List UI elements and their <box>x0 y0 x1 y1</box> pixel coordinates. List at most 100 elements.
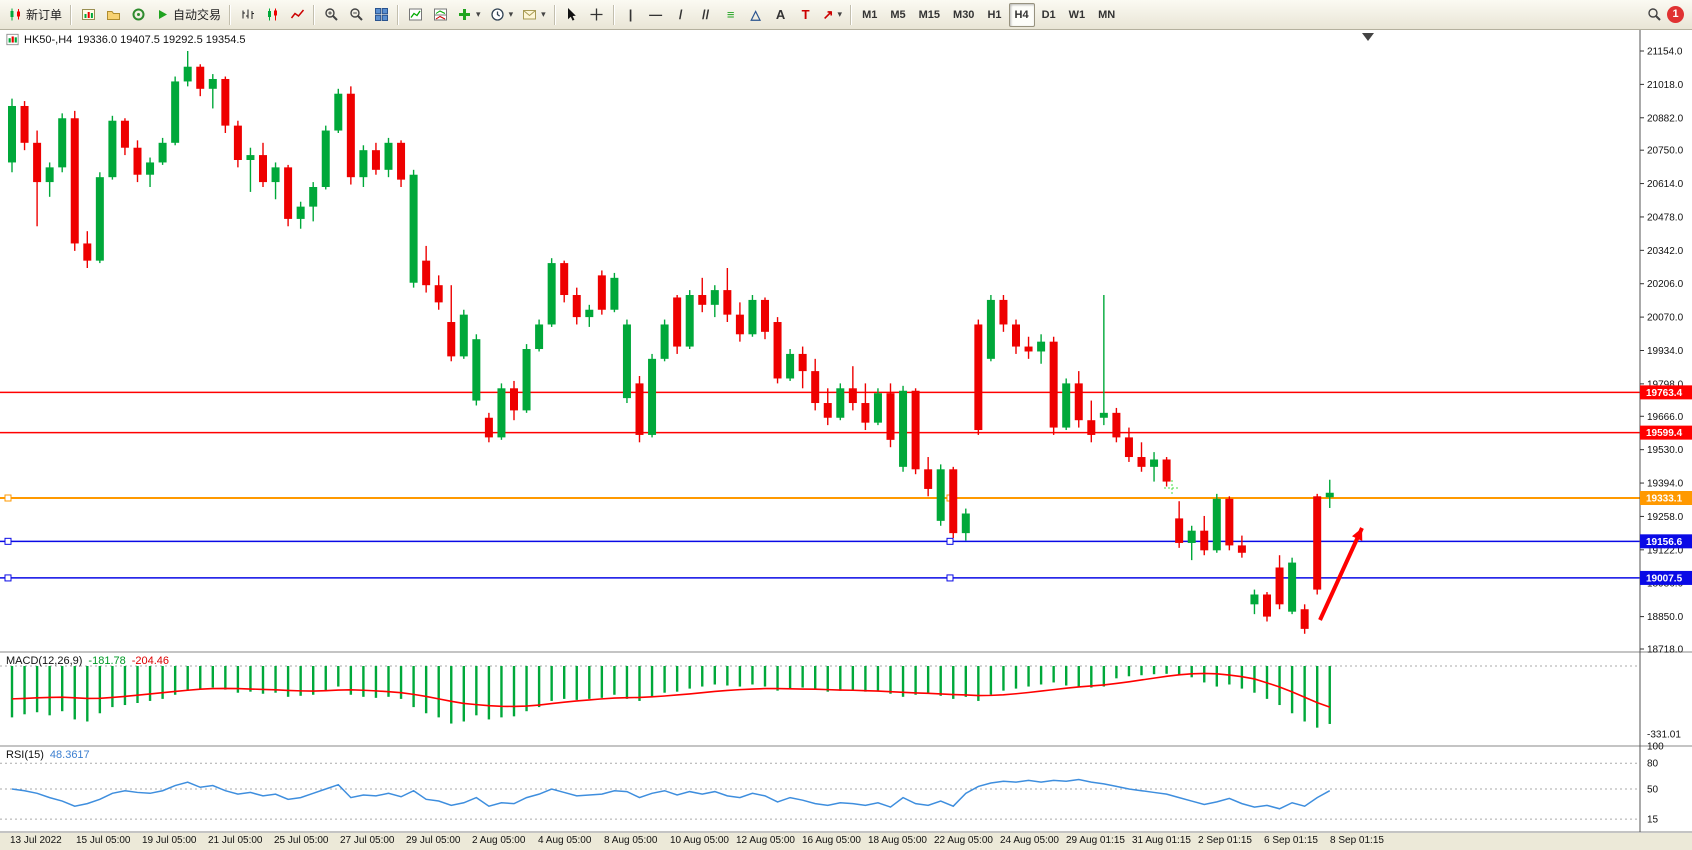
time-axis-label: 29 Aug 01:15 <box>1066 835 1125 846</box>
svg-text:19530.0: 19530.0 <box>1647 445 1684 456</box>
text-label-button[interactable]: T <box>794 3 818 27</box>
svg-text:19156.6: 19156.6 <box>1646 537 1683 548</box>
svg-text:-331.01: -331.01 <box>1647 730 1681 741</box>
price-axis[interactable]: 21154.0 21018.0 20882.0 20750.0 20614.0 20478… <box>1640 47 1692 656</box>
new-chart-button[interactable] <box>76 3 100 27</box>
horizontal-lines[interactable] <box>0 391 1640 582</box>
bar-chart-button[interactable] <box>235 3 259 27</box>
chart-symbol-period: HK50-,H4 <box>24 33 73 46</box>
svg-text:19333.1: 19333.1 <box>1646 494 1683 505</box>
svg-text:20750.0: 20750.0 <box>1647 146 1684 157</box>
time-axis-label: 19 Jul 05:00 <box>142 835 197 846</box>
trendline-button[interactable]: / <box>669 3 693 27</box>
new-chart-icon <box>81 9 95 20</box>
line-chart-icon <box>290 9 304 19</box>
text-label-icon: T <box>801 7 810 22</box>
candlesticks[interactable] <box>8 51 1334 634</box>
time-axis-label: 8 Sep 01:15 <box>1330 835 1384 846</box>
time-axis-label: 10 Aug 05:00 <box>670 835 729 846</box>
time-axis-label: 25 Jul 05:00 <box>274 835 329 846</box>
text-button[interactable]: A <box>769 3 793 27</box>
horizontal-line-icon: — <box>649 7 663 22</box>
svg-text:100: 100 <box>1647 742 1664 753</box>
toolbar-separator <box>313 4 316 25</box>
search-button[interactable] <box>1642 3 1666 27</box>
tf-label: M5 <box>890 8 906 21</box>
channel-icon: // <box>702 7 710 22</box>
svg-text:19763.4: 19763.4 <box>1646 388 1683 399</box>
arrow-annotation[interactable] <box>1318 527 1364 621</box>
macd-signal-value: -204.46 <box>131 655 170 667</box>
horizontal-line-button[interactable]: — <box>644 3 668 27</box>
vertical-line-button[interactable]: | <box>619 3 643 27</box>
tf-d1-button[interactable]: D1 <box>1036 3 1062 27</box>
bar-chart-icon <box>242 9 254 19</box>
svg-text:18718.0: 18718.0 <box>1647 645 1684 656</box>
indicator-windows-button[interactable] <box>428 3 452 27</box>
notifications-badge[interactable]: 1 <box>1667 6 1684 23</box>
tf-label: M30 <box>953 8 975 21</box>
chart-window-icon <box>6 33 19 46</box>
svg-text:19666.0: 19666.0 <box>1647 412 1684 423</box>
tile-windows-button[interactable] <box>369 3 393 27</box>
main-toolbar: 新订单 自动交易 <box>0 0 1692 30</box>
svg-text:20342.0: 20342.0 <box>1647 246 1684 257</box>
tf-m5-button[interactable]: M5 <box>884 3 911 27</box>
macd-label: MACD(12,26,9) -181.78 -204.46 <box>6 655 169 667</box>
svg-text:20614.0: 20614.0 <box>1647 179 1684 190</box>
time-axis-label: 29 Jul 05:00 <box>406 835 461 846</box>
arrows-button[interactable]: ↗ ▾ <box>819 3 846 27</box>
indicators-button[interactable] <box>403 3 427 27</box>
line-chart-button[interactable] <box>285 3 309 27</box>
data-window-button[interactable] <box>126 3 150 27</box>
time-axis-label: 4 Aug 05:00 <box>538 835 592 846</box>
tf-label: MN <box>1098 8 1116 21</box>
tf-mn-button[interactable]: MN <box>1092 3 1121 27</box>
new-order-button[interactable]: 新订单 <box>4 3 66 27</box>
fibonacci-icon: ≡ <box>726 7 735 22</box>
fibonacci-button[interactable]: ≡ <box>719 3 743 27</box>
tf-label: H1 <box>987 8 1002 21</box>
svg-text:19122.0: 19122.0 <box>1647 545 1684 556</box>
periods-button[interactable]: ▾ <box>486 3 518 27</box>
rsi-indicator: 100 80 50 15 <box>0 742 1664 826</box>
tf-h1-button[interactable]: H1 <box>981 3 1007 27</box>
tf-m15-button[interactable]: M15 <box>913 3 946 27</box>
time-axis-label: 8 Aug 05:00 <box>604 835 658 846</box>
toolbar-separator <box>612 4 615 25</box>
toolbar-separator <box>553 4 556 25</box>
svg-text:21018.0: 21018.0 <box>1647 80 1684 91</box>
profiles-button[interactable] <box>101 3 125 27</box>
tf-h4-button[interactable]: H4 <box>1008 2 1035 27</box>
toolbar-separator <box>850 4 853 25</box>
templates-button[interactable]: ▾ <box>518 3 550 27</box>
zoom-out-button[interactable] <box>344 3 368 27</box>
mail-template-icon <box>523 10 537 20</box>
channel-button[interactable]: // <box>694 3 718 27</box>
auto-trading-button[interactable]: 自动交易 <box>151 3 225 27</box>
toolbar-separator <box>229 4 232 25</box>
tf-w1-button[interactable]: W1 <box>1063 3 1092 27</box>
tf-m1-button[interactable]: M1 <box>856 3 883 27</box>
chart-header: HK50-,H4 19336.0 19407.5 19292.5 19354.5 <box>6 33 246 46</box>
add-indicator-button[interactable]: ▾ <box>453 3 485 27</box>
chart-shift-marker[interactable] <box>1362 33 1374 41</box>
zoom-in-icon <box>324 8 338 21</box>
cursor-button[interactable] <box>560 3 584 27</box>
time-axis-label: 27 Jul 05:00 <box>340 835 395 846</box>
time-axis-label: 2 Aug 05:00 <box>472 835 526 846</box>
shapes-button[interactable]: △ <box>744 3 768 27</box>
time-axis-label: 12 Aug 05:00 <box>736 835 795 846</box>
time-axis[interactable]: 13 Jul 2022 15 Jul 05:00 19 Jul 05:00 21 Ju… <box>0 833 1692 850</box>
time-axis-label: 6 Sep 01:15 <box>1264 835 1318 846</box>
search-icon <box>1647 8 1661 21</box>
tf-label: H4 <box>1014 8 1029 21</box>
tf-m30-button[interactable]: M30 <box>947 3 980 27</box>
zoom-in-button[interactable] <box>319 3 343 27</box>
svg-text:19394.0: 19394.0 <box>1647 479 1684 490</box>
zoom-out-icon <box>349 8 363 21</box>
shapes-icon: △ <box>750 7 761 22</box>
candlestick-chart-button[interactable] <box>260 3 284 27</box>
crosshair-button[interactable] <box>585 3 609 27</box>
